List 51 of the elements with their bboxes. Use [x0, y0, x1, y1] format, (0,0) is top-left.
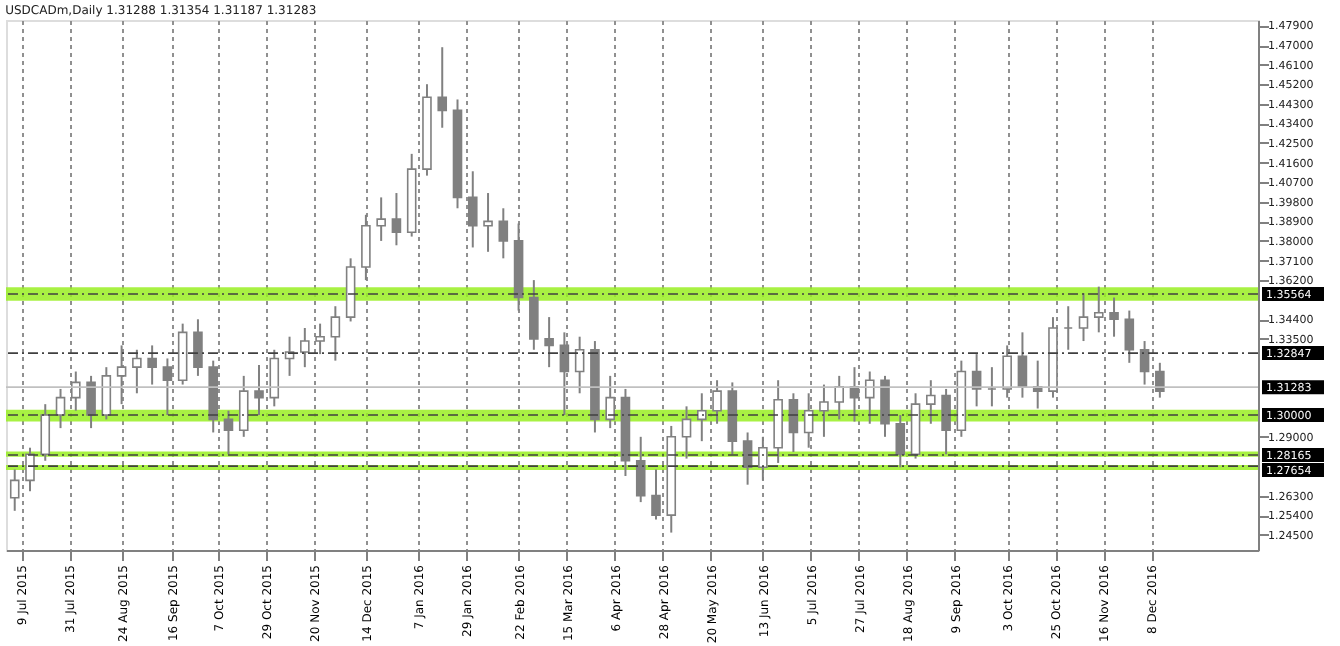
candlestick — [361, 213, 371, 282]
candlestick — [819, 383, 829, 438]
candlestick — [9, 468, 20, 512]
candlestick — [1002, 344, 1012, 399]
candlestick — [40, 403, 51, 462]
candlestick — [116, 344, 127, 406]
candlestick — [254, 363, 264, 417]
candlestick — [681, 405, 692, 460]
candlestick — [238, 374, 249, 438]
candlestick — [926, 379, 936, 425]
candlestick — [437, 46, 448, 129]
candlestick — [300, 326, 310, 369]
candlestick — [697, 392, 707, 443]
candlestick — [25, 446, 35, 493]
candlestick — [483, 192, 493, 253]
candlestick — [1155, 361, 1165, 399]
candlestick — [1078, 292, 1089, 343]
candlestick — [1093, 285, 1104, 334]
candlestick — [498, 207, 509, 260]
candlestick — [330, 305, 341, 362]
candlestick — [467, 170, 478, 249]
candlestick — [132, 348, 142, 395]
candlestick — [55, 387, 66, 430]
candlestick — [223, 409, 234, 456]
candlestick — [391, 192, 402, 247]
candlestick — [559, 331, 570, 417]
candlestick — [269, 348, 280, 408]
candlestick — [864, 370, 875, 425]
candlestick — [162, 357, 173, 417]
candlestick — [1017, 331, 1028, 399]
candlestick — [605, 374, 615, 430]
candlestick — [376, 196, 386, 242]
candlestick — [773, 379, 783, 464]
candlestick — [1124, 309, 1135, 364]
candlestick — [834, 374, 845, 421]
candlestick — [1109, 296, 1119, 338]
candlestick — [712, 379, 722, 425]
candlestick — [544, 316, 554, 369]
candlestick — [880, 374, 890, 438]
candlestick — [941, 387, 951, 456]
candlestick — [193, 318, 203, 377]
candlestick — [651, 468, 661, 521]
candlestick — [177, 322, 188, 386]
candlestick — [635, 435, 646, 504]
candlestick — [315, 322, 325, 356]
candlestick — [758, 435, 768, 482]
candlestick — [1139, 340, 1150, 386]
candlestick — [86, 374, 96, 430]
candlestick — [147, 344, 157, 386]
candlestick — [895, 414, 906, 469]
candlestick — [529, 279, 539, 351]
